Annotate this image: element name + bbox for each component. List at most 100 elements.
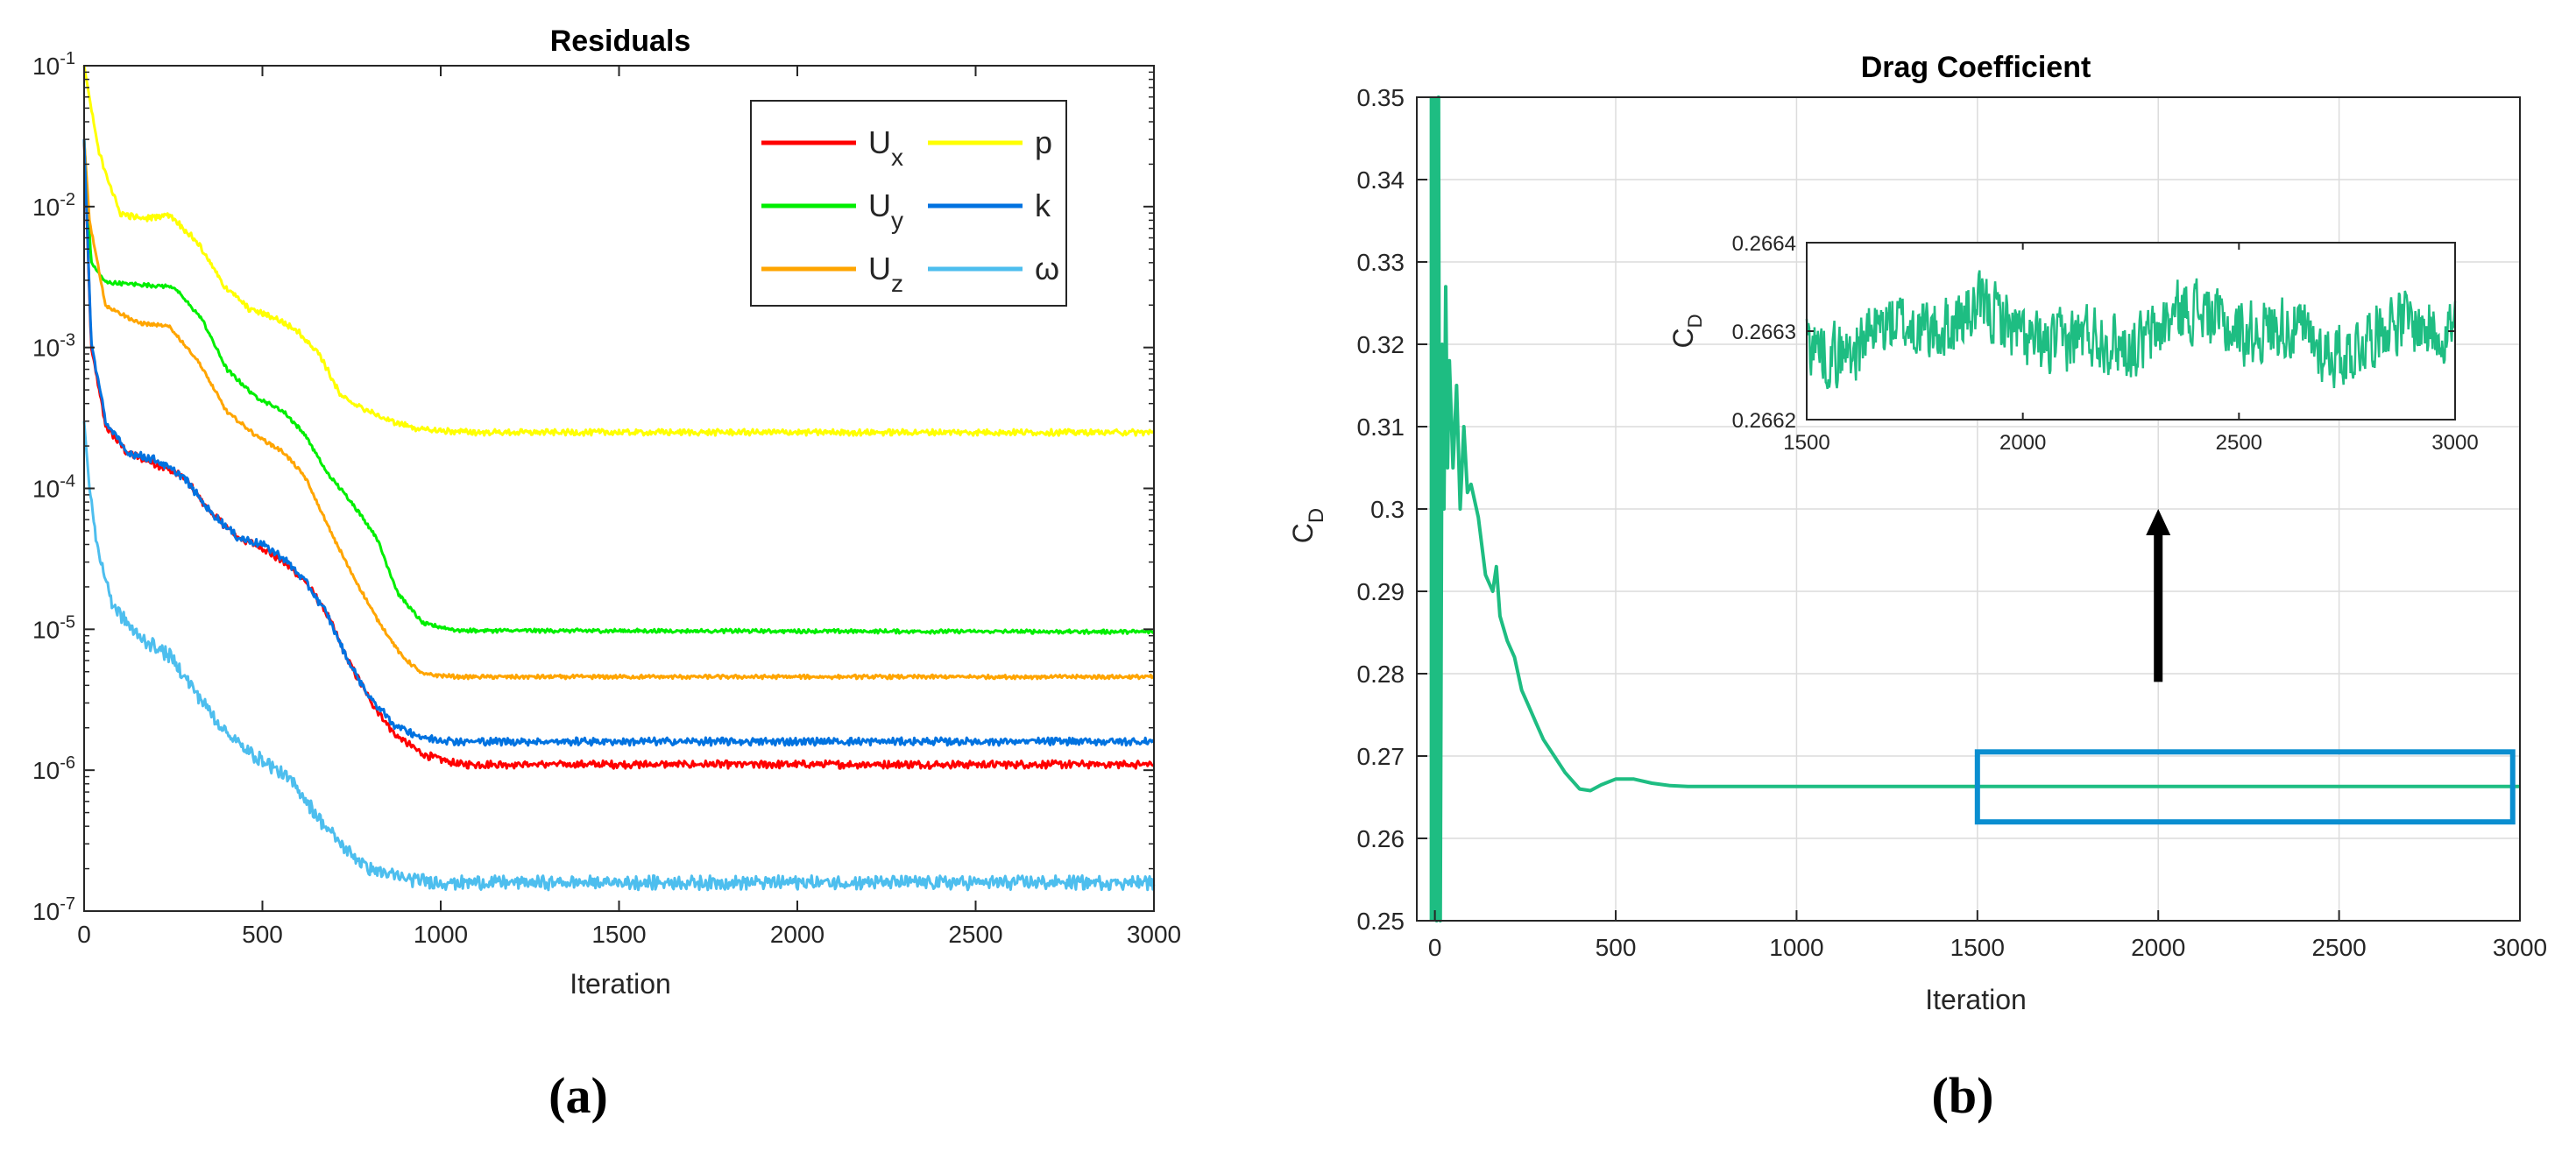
drag-series-group bbox=[1429, 95, 2520, 922]
drag-y-ticks: 0.25 0.26 0.27 0.28 0.29 0.3 0.31 0.32 0.33 0.34 0… bbox=[1357, 84, 1427, 935]
x-tick-label: 2000 bbox=[770, 921, 824, 948]
y-tick-label: 10-6 bbox=[32, 753, 75, 784]
legend-label-sub: x bbox=[891, 144, 903, 171]
x-tick-label: 1000 bbox=[414, 921, 468, 948]
x-tick-label: 1000 bbox=[1769, 934, 1823, 961]
y-tick-label: 0.3 bbox=[1370, 496, 1405, 523]
legend-label-omega: ω bbox=[1035, 251, 1059, 286]
inset-y-tick-label: 0.2663 bbox=[1732, 321, 1796, 344]
y-tick-label: 0.34 bbox=[1357, 166, 1405, 194]
y-tick-base: 10 bbox=[32, 898, 60, 925]
legend-label-k: k bbox=[1035, 187, 1051, 223]
legend-label-sub: z bbox=[891, 270, 903, 297]
caption-b: (b) bbox=[1932, 1067, 1994, 1124]
y-tick-base: 10 bbox=[32, 53, 60, 80]
residuals-title: Residuals bbox=[550, 25, 691, 58]
x-tick-label: 500 bbox=[1596, 934, 1637, 961]
inset-y-tick-label: 0.2662 bbox=[1732, 409, 1796, 433]
y-tick-exp: -3 bbox=[60, 331, 75, 350]
highlight-box bbox=[1974, 749, 2516, 825]
drag-series-line bbox=[1433, 95, 2520, 922]
legend-label-Uz: Uz bbox=[868, 251, 903, 297]
arrow-head bbox=[2146, 509, 2171, 535]
legend-label-base: p bbox=[1035, 124, 1052, 160]
y-tick-label: 10-2 bbox=[32, 190, 75, 221]
legend-label-base: ω bbox=[1035, 251, 1059, 286]
residual-series-k bbox=[82, 139, 1156, 747]
y-tick-label: 0.35 bbox=[1357, 84, 1405, 111]
legend-label-base: U bbox=[868, 124, 891, 160]
inset-chart: 1500 2000 2500 3000 0.2662 0.2663 0.2664 CD bbox=[1667, 232, 2479, 455]
caption-a: (a) bbox=[548, 1067, 608, 1124]
drag-title: Drag Coefficient bbox=[1861, 51, 2091, 84]
y-tick-label: 0.26 bbox=[1357, 825, 1405, 852]
y-tick-exp: -7 bbox=[60, 894, 75, 914]
residual-series-Uy bbox=[82, 139, 1156, 635]
residual-series-omega bbox=[82, 421, 1156, 892]
inset-y-label-sub: D bbox=[1684, 315, 1706, 329]
residual-series-Ux bbox=[82, 139, 1155, 770]
residuals-chart: Residuals 0 500 1000 1500 2000 2500 3000 10-71… bbox=[32, 25, 1181, 1124]
residuals-y-ticks: 10-710-610-510-410-310-210-1 bbox=[32, 49, 1154, 925]
y-tick-base: 10 bbox=[32, 757, 60, 784]
drag-y-label: CD bbox=[1287, 508, 1328, 543]
legend-label-base: k bbox=[1035, 187, 1051, 223]
inset-x-tick-label: 2500 bbox=[2216, 431, 2262, 455]
y-tick-base: 10 bbox=[32, 476, 60, 503]
y-tick-exp: -5 bbox=[60, 612, 75, 632]
x-tick-label: 3000 bbox=[2493, 934, 2547, 961]
y-tick-exp: -1 bbox=[60, 49, 75, 68]
y-tick-label: 0.28 bbox=[1357, 661, 1405, 688]
drag-grid bbox=[1417, 96, 2521, 922]
inset-x-tick-label: 2000 bbox=[1999, 431, 2046, 455]
inset-x-tick-label: 1500 bbox=[1783, 431, 1829, 455]
x-tick-label: 2500 bbox=[2311, 934, 2366, 961]
x-tick-label: 1500 bbox=[591, 921, 646, 948]
y-tick-base: 10 bbox=[32, 616, 60, 643]
y-tick-label: 10-7 bbox=[32, 894, 75, 925]
legend-label-base: U bbox=[868, 187, 891, 223]
x-tick-label: 2000 bbox=[2131, 934, 2185, 961]
x-tick-label: 3000 bbox=[1127, 921, 1181, 948]
x-tick-label: 0 bbox=[1428, 934, 1442, 961]
drag-x-label: Iteration bbox=[1925, 984, 2027, 1015]
residuals-x-ticks: 0 500 1000 1500 2000 2500 3000 bbox=[77, 66, 1181, 948]
y-tick-label: 10-1 bbox=[32, 49, 75, 80]
y-tick-label: 0.25 bbox=[1357, 908, 1405, 935]
inset-y-label-base: C bbox=[1667, 328, 1699, 348]
y-tick-label: 10-5 bbox=[32, 612, 75, 643]
y-tick-label: 0.27 bbox=[1357, 743, 1405, 770]
y-tick-label: 0.29 bbox=[1357, 578, 1405, 605]
x-tick-label: 0 bbox=[77, 921, 91, 948]
y-tick-label: 10-3 bbox=[32, 331, 75, 362]
x-tick-label: 2500 bbox=[948, 921, 1002, 948]
y-tick-exp: -6 bbox=[60, 753, 75, 773]
residuals-x-label: Iteration bbox=[570, 968, 671, 1000]
inset-background bbox=[1807, 243, 2455, 420]
legend-label-Ux: Ux bbox=[868, 124, 903, 171]
legend-label-p: p bbox=[1035, 124, 1052, 160]
y-tick-label: 10-4 bbox=[32, 472, 75, 503]
zoom-arrow bbox=[2146, 509, 2171, 682]
legend-label-base: U bbox=[868, 251, 891, 286]
y-tick-exp: -2 bbox=[60, 190, 75, 209]
y-tick-label: 0.33 bbox=[1357, 249, 1405, 276]
y-tick-label: 0.31 bbox=[1357, 413, 1405, 441]
residual-series-Uz bbox=[82, 139, 1155, 681]
drag-coefficient-chart: Drag Coefficient 0 500 1000 1500 2000 2500 300… bbox=[1287, 51, 2547, 1124]
residuals-legend: Ux p Uy k Uz ω bbox=[750, 100, 1067, 307]
y-tick-base: 10 bbox=[32, 335, 60, 362]
legend-box bbox=[750, 100, 1067, 307]
legend-label-Uy: Uy bbox=[868, 187, 903, 234]
inset-y-tick-label: 0.2664 bbox=[1732, 232, 1796, 256]
inset-x-tick-label: 3000 bbox=[2431, 431, 2478, 455]
y-tick-label: 0.32 bbox=[1357, 331, 1405, 358]
y-tick-exp: -4 bbox=[60, 472, 75, 491]
residuals-series-group bbox=[82, 65, 1156, 892]
highlight-rectangle bbox=[1974, 749, 2516, 825]
legend-label-sub: y bbox=[891, 207, 903, 234]
inset-y-label: CD bbox=[1667, 315, 1706, 349]
residual-series-p bbox=[82, 65, 1155, 437]
inset-series-line bbox=[1805, 270, 2457, 390]
